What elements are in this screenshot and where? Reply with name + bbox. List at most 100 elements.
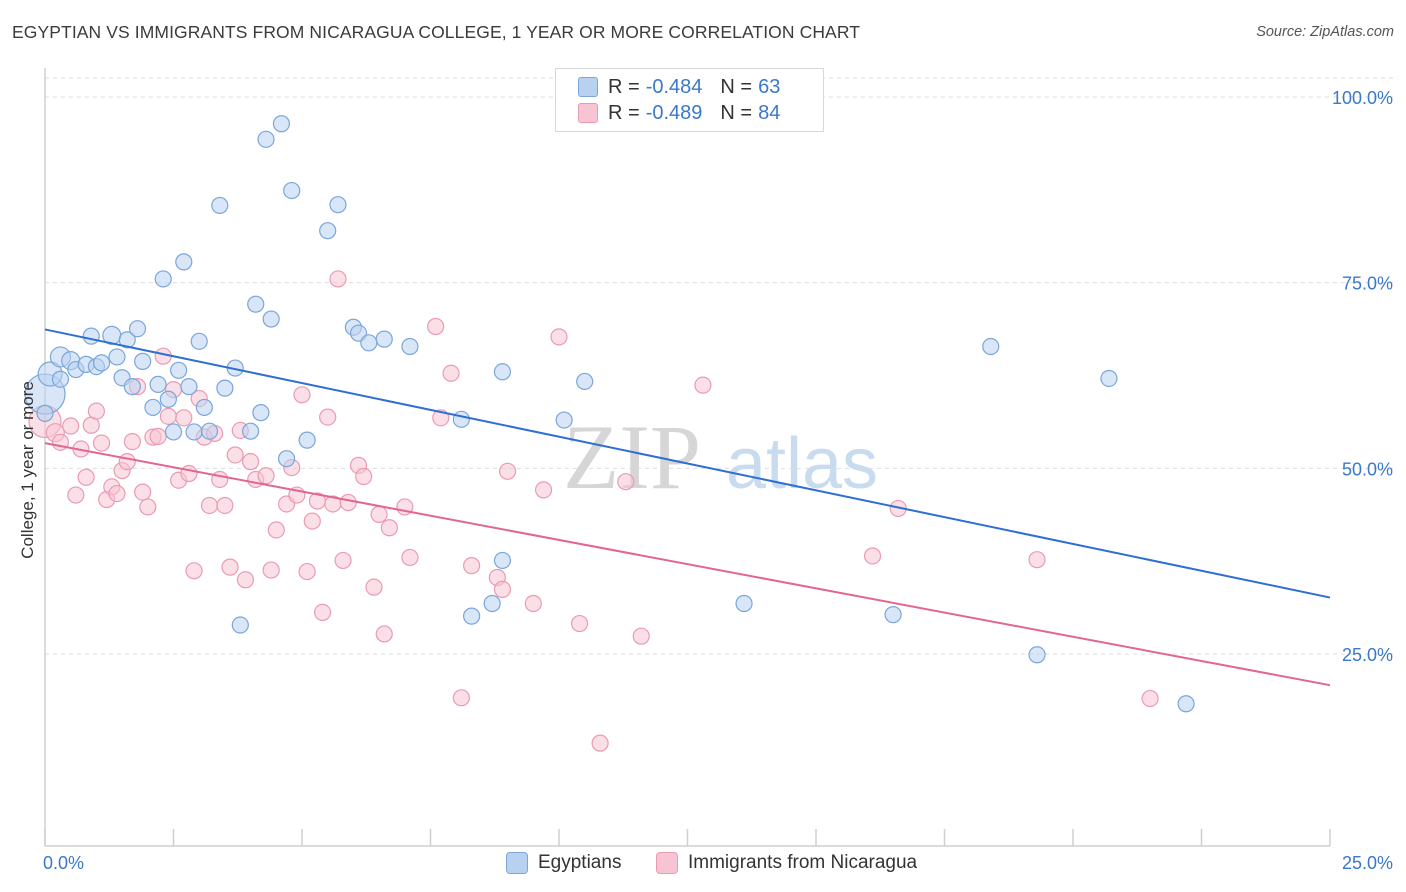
egyptians-point (277, 450, 296, 468)
nicaragua-point (570, 614, 589, 633)
nicaragua-point (175, 409, 193, 427)
y-axis-label: College, 1 year or more (18, 381, 37, 559)
nicaragua-point (313, 603, 332, 622)
legend-swatch-pink (656, 852, 678, 874)
nicaragua-point (452, 689, 470, 707)
egyptians-points (24, 115, 1195, 713)
egyptians-point (463, 607, 481, 625)
legend-n-label: N = (720, 75, 753, 98)
egyptians-point (36, 404, 54, 422)
nicaragua-point (329, 270, 347, 288)
y-tick-label: 75.0% (1342, 274, 1393, 294)
nicaragua-point (303, 512, 321, 530)
nicaragua-point (118, 453, 136, 471)
nicaragua-point (293, 386, 311, 404)
nicaragua-point (632, 627, 650, 645)
nicaragua-point (550, 328, 568, 346)
egyptians-point (982, 337, 1000, 356)
nicaragua-point (242, 453, 260, 471)
nicaragua-point (134, 483, 152, 501)
nicaragua-point (493, 580, 512, 598)
legend-r-value: -0.484 (645, 75, 703, 98)
egyptians-point (195, 398, 213, 417)
egyptians-point (175, 253, 193, 271)
legend-swatch-blue (578, 77, 598, 97)
legend-item-nicaragua[interactable]: Immigrants from Nicaragua (656, 852, 917, 874)
nicaragua-point (67, 486, 85, 504)
nicaragua-point (427, 317, 445, 336)
legend-r-value: -0.489 (645, 101, 703, 124)
egyptians-point (180, 378, 198, 396)
nicaragua-point (375, 625, 393, 643)
legend-n-value: 63 (758, 75, 781, 98)
tick-labels: 25.0% 50.0% 75.0% 100.0% 0.0% 25.0% (43, 88, 1393, 873)
legend-r-label: R = (608, 101, 640, 124)
nicaragua-point (499, 462, 517, 480)
egyptians-point (216, 379, 234, 397)
watermark-atlas: atlas (726, 424, 878, 504)
legend-swatch-blue (506, 852, 528, 874)
nicaragua-point (591, 734, 609, 752)
egyptians-point (329, 196, 347, 214)
egyptians-point (283, 181, 301, 200)
legend-swatch-pink (578, 103, 598, 123)
egyptians-point (493, 363, 512, 381)
watermark: ZIP atlas (563, 406, 878, 508)
egyptians-point (247, 295, 265, 313)
egyptians-trend-line (44, 328, 1331, 599)
egyptians-point (185, 423, 203, 441)
axis-layer (44, 68, 1331, 847)
legend-r-label: R = (608, 75, 640, 98)
legend-label-nicaragua: Immigrants from Nicaragua (688, 852, 918, 873)
egyptians-point (51, 370, 70, 388)
egyptians-point (483, 594, 501, 613)
legend-row-egyptians: R = -0.484 N = 63 (578, 75, 780, 99)
y-tick-label: 25.0% (1342, 645, 1393, 665)
egyptians-point (262, 310, 280, 328)
egyptians-point (555, 411, 573, 429)
nicaragua-point (92, 434, 111, 452)
chart-title: EGYPTIAN VS IMMIGRANTS FROM NICARAGUA CO… (12, 22, 861, 42)
nicaragua-point (257, 467, 275, 485)
nicaragua-point (442, 364, 460, 382)
egyptians-point (298, 431, 316, 449)
nicaragua-point (298, 562, 316, 581)
egyptians-point (493, 551, 512, 570)
egyptians-point (1028, 646, 1046, 664)
egyptians-point (252, 404, 270, 422)
nicaragua-point (77, 468, 95, 486)
egyptians-point (82, 327, 100, 345)
nicaragua-point (216, 496, 234, 515)
nicaragua-point (149, 427, 167, 445)
egyptians-point (1100, 369, 1118, 388)
egyptians-point (164, 423, 183, 441)
nicaragua-point (319, 408, 337, 426)
nicaragua-point (236, 571, 255, 589)
nicaragua-point (87, 402, 106, 420)
legend-item-egyptians[interactable]: Egyptians (506, 852, 621, 874)
nicaragua-trend-line (44, 442, 1331, 687)
egyptians-point (401, 337, 419, 356)
egyptians-point (375, 330, 393, 348)
egyptians-point (92, 354, 111, 372)
nicaragua-point (267, 521, 285, 539)
nicaragua-point (211, 470, 229, 489)
egyptians-point (134, 352, 152, 370)
nicaragua-point (355, 467, 373, 486)
y-tick-label: 100.0% (1332, 88, 1393, 108)
egyptians-point (123, 378, 141, 396)
x-tick-label: 0.0% (43, 853, 84, 873)
trend-lines (44, 328, 1331, 687)
nicaragua-point (339, 493, 357, 512)
nicaragua-point (1028, 551, 1046, 569)
nicaragua-point (694, 376, 712, 394)
nicaragua-point (180, 464, 198, 483)
watermark-zip: ZIP (563, 406, 701, 508)
nicaragua-point (1141, 689, 1159, 708)
egyptians-point (272, 115, 291, 133)
egyptians-point (211, 196, 229, 215)
nicaragua-point (380, 519, 398, 537)
nicaragua-point (617, 473, 635, 491)
stats-legend: R = -0.484 N = 63 R = -0.489 N = 84 (555, 68, 824, 132)
